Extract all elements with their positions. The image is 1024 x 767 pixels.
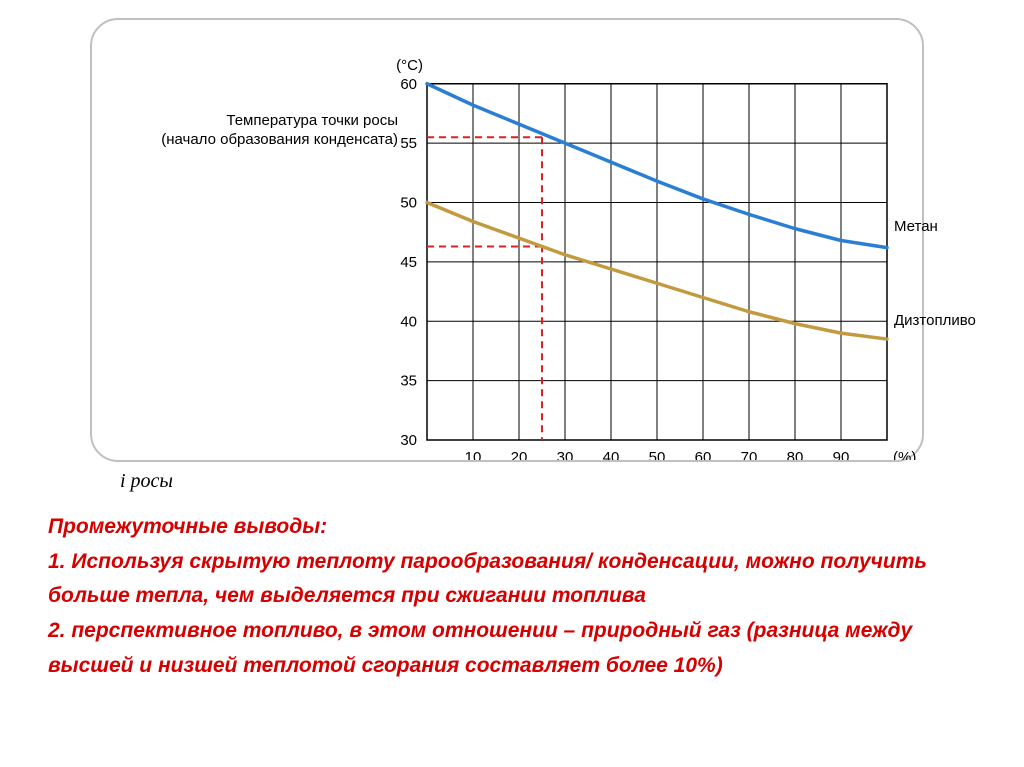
svg-text:10: 10 [465,449,482,460]
svg-text:55: 55 [400,135,417,152]
svg-text:(°C): (°C) [396,57,423,74]
svg-text:20: 20 [511,449,528,460]
footnote-text: і росы [120,470,173,493]
svg-text:40: 40 [400,313,417,330]
svg-text:80: 80 [787,449,804,460]
series-label-methane: Метан [894,218,938,235]
chart-card: Температура точки росы (начало образован… [90,18,924,462]
svg-text:70: 70 [741,449,758,460]
svg-text:(%): (%) [893,449,916,460]
svg-text:35: 35 [400,373,417,390]
svg-text:90: 90 [833,449,850,460]
svg-text:30: 30 [400,432,417,449]
svg-text:60: 60 [400,76,417,93]
conclusions-heading: Промежуточные выводы: [48,510,978,545]
chart-svg: 30354045505560(°C)102030405060708090(%)И… [92,20,922,460]
page: Температура точки росы (начало образован… [0,0,1024,767]
series-label-diesel: Дизтопливо [894,312,976,329]
svg-text:60: 60 [695,449,712,460]
svg-text:30: 30 [557,449,574,460]
svg-text:50: 50 [649,449,666,460]
conclusions-item-1: 1. Используя скрытую теплоту парообразов… [48,545,978,614]
svg-text:45: 45 [400,254,417,271]
svg-text:40: 40 [603,449,620,460]
conclusions-block: Промежуточные выводы: 1. Используя скрыт… [48,510,978,683]
conclusions-item-2: 2. перспективное топливо, в этом отношен… [48,614,978,683]
svg-text:50: 50 [400,195,417,212]
